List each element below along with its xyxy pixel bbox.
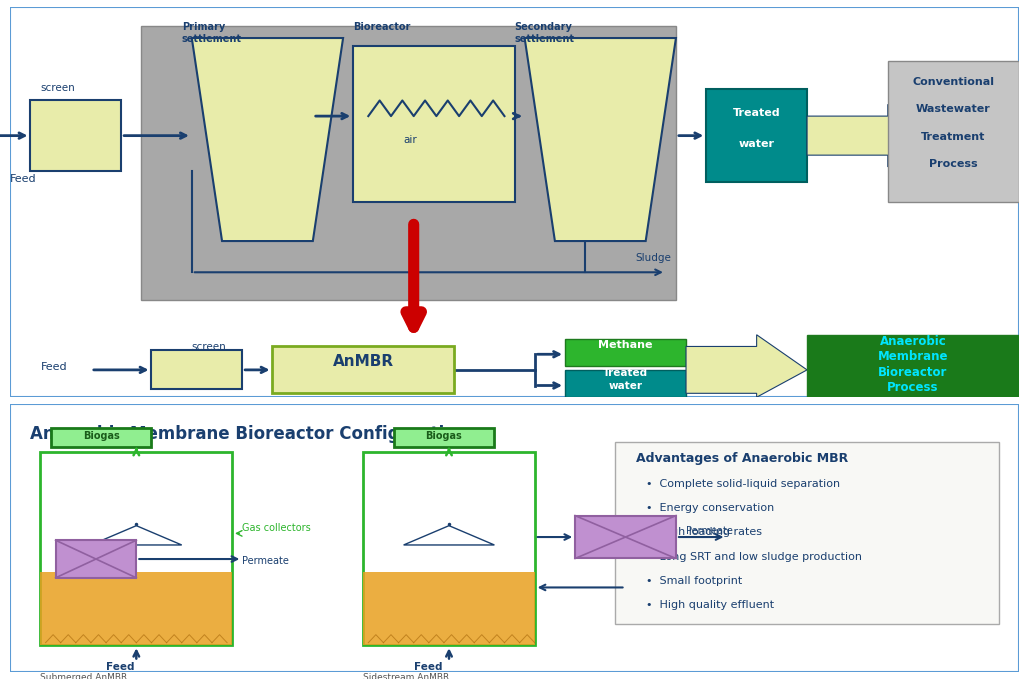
- Text: Methane: Methane: [598, 340, 652, 350]
- FancyBboxPatch shape: [888, 61, 1019, 202]
- Text: settlement: settlement: [514, 34, 574, 44]
- Text: Gas collectors: Gas collectors: [243, 523, 311, 533]
- FancyBboxPatch shape: [615, 441, 998, 624]
- Text: Feed: Feed: [41, 362, 68, 372]
- FancyBboxPatch shape: [353, 46, 514, 202]
- Text: Permeate: Permeate: [243, 556, 289, 566]
- Text: •  High quality effluent: • High quality effluent: [646, 600, 774, 610]
- Text: Anaerobic Membrane Bioreactor Configuration: Anaerobic Membrane Bioreactor Configurat…: [31, 426, 468, 443]
- Text: settlement: settlement: [181, 34, 242, 44]
- Text: •  Long SRT and low sludge production: • Long SRT and low sludge production: [646, 551, 861, 562]
- Text: Secondary: Secondary: [514, 22, 572, 32]
- FancyBboxPatch shape: [393, 428, 495, 447]
- Text: Process: Process: [929, 159, 978, 169]
- Text: water: water: [608, 382, 642, 391]
- Polygon shape: [807, 105, 928, 167]
- Text: Feed: Feed: [106, 661, 134, 672]
- Text: •  Small footprint: • Small footprint: [646, 576, 742, 586]
- Text: •  Energy conservation: • Energy conservation: [646, 503, 774, 513]
- Text: Feed: Feed: [414, 661, 442, 672]
- FancyBboxPatch shape: [575, 515, 676, 559]
- FancyBboxPatch shape: [565, 339, 686, 366]
- Text: Conventional: Conventional: [912, 77, 994, 87]
- Polygon shape: [191, 38, 343, 241]
- Text: air: air: [403, 135, 418, 145]
- Text: Permeate: Permeate: [686, 526, 733, 536]
- Text: Treated: Treated: [603, 368, 648, 378]
- Text: Sidestream AnMBR: Sidestream AnMBR: [364, 674, 450, 679]
- Polygon shape: [686, 335, 807, 397]
- FancyBboxPatch shape: [50, 428, 152, 447]
- FancyBboxPatch shape: [55, 540, 136, 578]
- Text: Advantages of Anaerobic MBR: Advantages of Anaerobic MBR: [636, 452, 848, 465]
- Text: AnMBR: AnMBR: [333, 354, 394, 369]
- Text: •  Complete solid-liquid separation: • Complete solid-liquid separation: [646, 479, 840, 489]
- Text: Feed: Feed: [10, 175, 37, 185]
- Text: Bioreactor: Bioreactor: [353, 22, 411, 32]
- Text: Biogas: Biogas: [426, 431, 462, 441]
- Text: Treatment: Treatment: [922, 132, 985, 141]
- Text: Anaerobic: Anaerobic: [880, 335, 946, 348]
- FancyBboxPatch shape: [565, 370, 686, 397]
- Text: Sludge: Sludge: [636, 253, 672, 263]
- FancyBboxPatch shape: [807, 335, 1019, 397]
- FancyBboxPatch shape: [141, 26, 676, 299]
- Text: Wastewater: Wastewater: [915, 104, 990, 114]
- Text: Primary: Primary: [181, 22, 225, 32]
- Text: Biogas: Biogas: [83, 431, 120, 441]
- FancyBboxPatch shape: [41, 572, 232, 645]
- FancyBboxPatch shape: [31, 100, 121, 171]
- Text: water: water: [738, 139, 774, 149]
- FancyBboxPatch shape: [364, 572, 535, 645]
- Text: screen: screen: [191, 342, 226, 352]
- FancyBboxPatch shape: [10, 404, 1019, 672]
- Polygon shape: [524, 38, 676, 241]
- Text: Submerged AnMBR: Submerged AnMBR: [41, 674, 128, 679]
- FancyBboxPatch shape: [10, 7, 1019, 397]
- Text: Bioreactor: Bioreactor: [879, 366, 947, 379]
- Text: Treated: Treated: [733, 108, 780, 118]
- FancyBboxPatch shape: [152, 350, 243, 390]
- Text: Process: Process: [887, 382, 939, 394]
- Text: •  High loading rates: • High loading rates: [646, 528, 762, 537]
- Text: Membrane: Membrane: [878, 350, 948, 363]
- FancyBboxPatch shape: [272, 346, 454, 393]
- FancyBboxPatch shape: [707, 89, 807, 183]
- Text: screen: screen: [41, 83, 75, 92]
